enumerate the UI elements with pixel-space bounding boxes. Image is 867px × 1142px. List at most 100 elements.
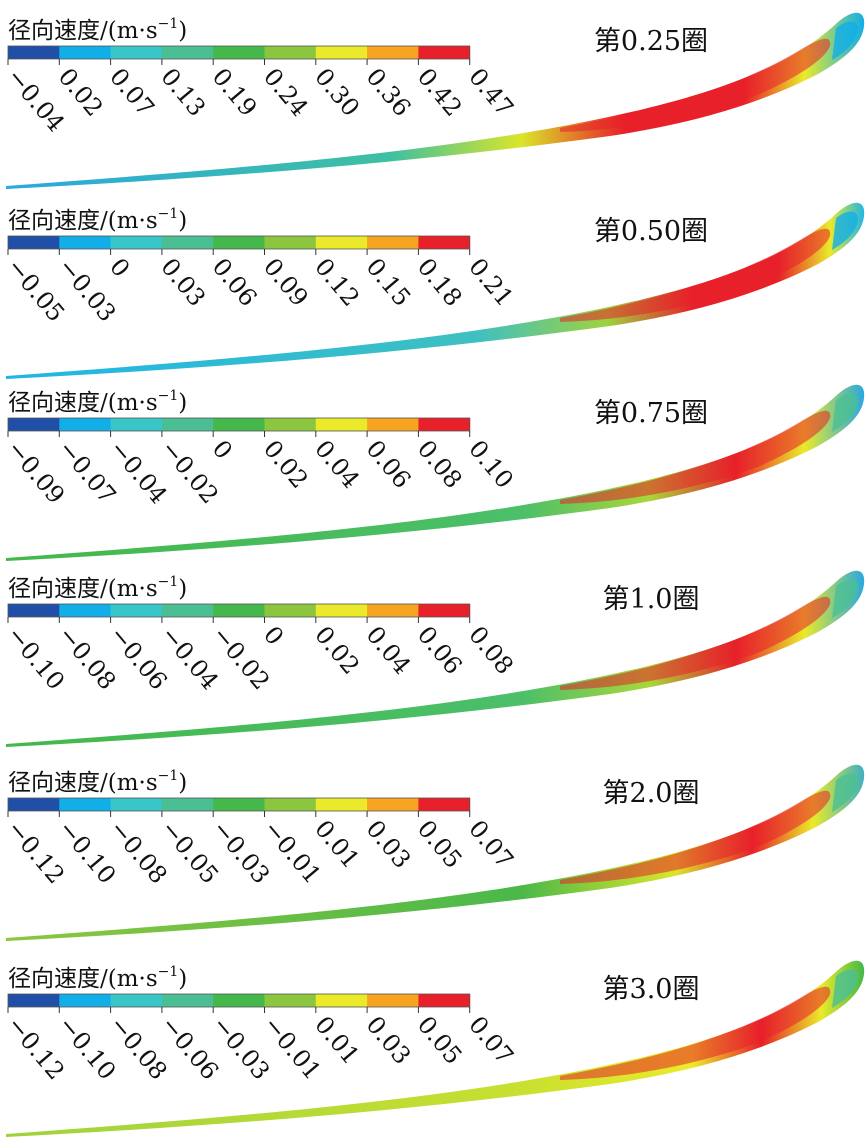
- colorbar-segment: [161, 46, 214, 59]
- colorbar: −0.05−0.030 0.030.060.090.120.150.180.21: [1, 235, 519, 327]
- colorbar-segment: [213, 418, 265, 431]
- colorbar-segment: [59, 236, 112, 249]
- colorbar-segment: [59, 418, 112, 431]
- colorbar-segment: [264, 994, 317, 1007]
- blade-high-velocity-zone: [560, 228, 831, 322]
- colorbar-segment: [315, 798, 368, 811]
- colorbar-tick-label: 0.15: [361, 253, 417, 312]
- legend-title-main: 径向速度/(m·s: [8, 966, 158, 992]
- colorbar-tick-label: 0.10: [463, 435, 519, 494]
- blade-high-velocity-zone: [560, 38, 831, 132]
- legend-title-exponent: −1: [158, 964, 179, 980]
- colorbar-tick-label: 0.03: [155, 253, 211, 312]
- colorbar-segment: [367, 46, 419, 59]
- colorbar-segment: [8, 604, 60, 617]
- colorbar-frame: [7, 417, 471, 432]
- colorbar-tick-label: 0: [207, 435, 238, 465]
- colorbar-segment: [367, 418, 419, 431]
- colorbar: −0.10−0.08−0.06−0.04−0.020 0.020.040.060.…: [1, 603, 519, 695]
- colorbar-tick-label: 0.42: [412, 63, 468, 122]
- legend-title-exponent: −1: [158, 16, 179, 32]
- legend-title-close: ): [178, 770, 187, 796]
- panel-2: 径向速度/(m·s−1)−0.05−0.030 0.030.060.090.120…: [1, 202, 865, 379]
- legend-title: 径向速度/(m·s−1): [8, 964, 187, 992]
- colorbar-tick-label: 0.19: [207, 63, 263, 122]
- colorbar-segment: [367, 604, 419, 617]
- colorbar-segment: [161, 994, 214, 1007]
- blade-tip-zone: [832, 393, 858, 432]
- legend-title-main: 径向速度/(m·s: [8, 390, 158, 416]
- colorbar-segment: [418, 46, 471, 59]
- colorbar-segment: [110, 418, 163, 431]
- colorbar-segment: [110, 604, 163, 617]
- colorbar-tick-label: 0.30: [309, 63, 365, 122]
- legend-title: 径向速度/(m·s−1): [8, 574, 187, 602]
- colorbar-segment: [418, 604, 471, 617]
- colorbar-segment: [315, 46, 368, 59]
- legend-title-exponent: −1: [158, 206, 179, 222]
- colorbar: −0.12−0.10−0.08−0.05−0.03−0.010.010.030.…: [1, 797, 519, 889]
- panel-1: 径向速度/(m·s−1)−0.040.020.070.130.190.240.3…: [1, 12, 865, 189]
- colorbar-segment: [367, 798, 419, 811]
- colorbar-segment: [59, 46, 112, 59]
- legend-title-main: 径向速度/(m·s: [8, 208, 158, 234]
- legend-title: 径向速度/(m·s−1): [8, 16, 187, 44]
- colorbar-segment: [264, 604, 317, 617]
- revolution-label: 第1.0圈: [603, 584, 700, 615]
- colorbar-tick-label: 0.05: [412, 1011, 468, 1070]
- colorbar-tick-label: 0.02: [258, 435, 314, 494]
- blade-high-velocity-zone: [560, 790, 831, 884]
- colorbar-segment: [418, 418, 471, 431]
- colorbar-tick-label: 0.04: [361, 621, 417, 680]
- colorbar-segment: [213, 798, 265, 811]
- colorbar-segment: [8, 46, 60, 59]
- colorbar-segment: [161, 418, 214, 431]
- colorbar: −0.09−0.07−0.04−0.020 0.020.040.060.080.1…: [1, 417, 519, 509]
- blade-high-velocity-zone: [560, 596, 831, 690]
- colorbar-tick-label: 0.08: [463, 621, 519, 680]
- colorbar-segment: [315, 236, 368, 249]
- colorbar-segment: [59, 798, 112, 811]
- legend-title-close: ): [178, 390, 187, 416]
- colorbar-segment: [110, 798, 163, 811]
- colorbar-segment: [418, 798, 471, 811]
- colorbar-frame: [7, 797, 471, 812]
- colorbar-frame: [7, 45, 471, 60]
- legend-title: 径向速度/(m·s−1): [8, 768, 187, 796]
- colorbar-tick-label: 0.06: [412, 621, 468, 680]
- blade-tip-zone: [832, 579, 858, 618]
- panel-6: 径向速度/(m·s−1)−0.12−0.10−0.08−0.06−0.03−0.…: [1, 960, 865, 1137]
- legend-title: 径向速度/(m·s−1): [8, 206, 187, 234]
- revolution-label: 第0.50圈: [594, 216, 708, 247]
- colorbar-tick-label: 0.03: [361, 815, 417, 874]
- legend-title-main: 径向速度/(m·s: [8, 576, 158, 602]
- legend-title-main: 径向速度/(m·s: [8, 18, 158, 44]
- colorbar: −0.040.020.070.130.190.240.300.360.420.4…: [1, 45, 519, 137]
- revolution-label: 第0.25圈: [594, 26, 708, 57]
- colorbar-frame: [7, 993, 471, 1008]
- colorbar-tick-label: 0.18: [412, 253, 468, 312]
- colorbar-segment: [161, 604, 214, 617]
- blade-high-velocity-zone: [560, 986, 831, 1080]
- legend-title-exponent: −1: [158, 768, 179, 784]
- legend-title: 径向速度/(m·s−1): [8, 388, 187, 416]
- blade-tip-zone: [832, 21, 858, 60]
- colorbar-tick-label: 0.07: [104, 63, 160, 122]
- colorbar-tick-label: 0.21: [463, 253, 519, 312]
- colorbar-tick-label: 0.36: [361, 63, 417, 122]
- colorbar-segment: [418, 994, 471, 1007]
- colorbar: −0.12−0.10−0.08−0.06−0.03−0.010.010.030.…: [1, 993, 519, 1085]
- blade-tip-zone: [832, 211, 858, 250]
- panel-4: 径向速度/(m·s−1)−0.10−0.08−0.06−0.04−0.020 0.…: [1, 570, 865, 747]
- blade-tip-zone: [832, 969, 858, 1008]
- colorbar-tick-label: 0.09: [258, 253, 314, 312]
- colorbar-tick-label: 0.12: [309, 253, 365, 312]
- colorbar-segment: [315, 418, 368, 431]
- colorbar-segment: [110, 994, 163, 1007]
- colorbar-frame: [7, 235, 471, 250]
- colorbar-tick-label: 0.05: [412, 815, 468, 874]
- colorbar-segment: [213, 46, 265, 59]
- colorbar-tick-label: 0.07: [463, 1011, 519, 1070]
- colorbar-tick-label: 0.07: [463, 815, 519, 874]
